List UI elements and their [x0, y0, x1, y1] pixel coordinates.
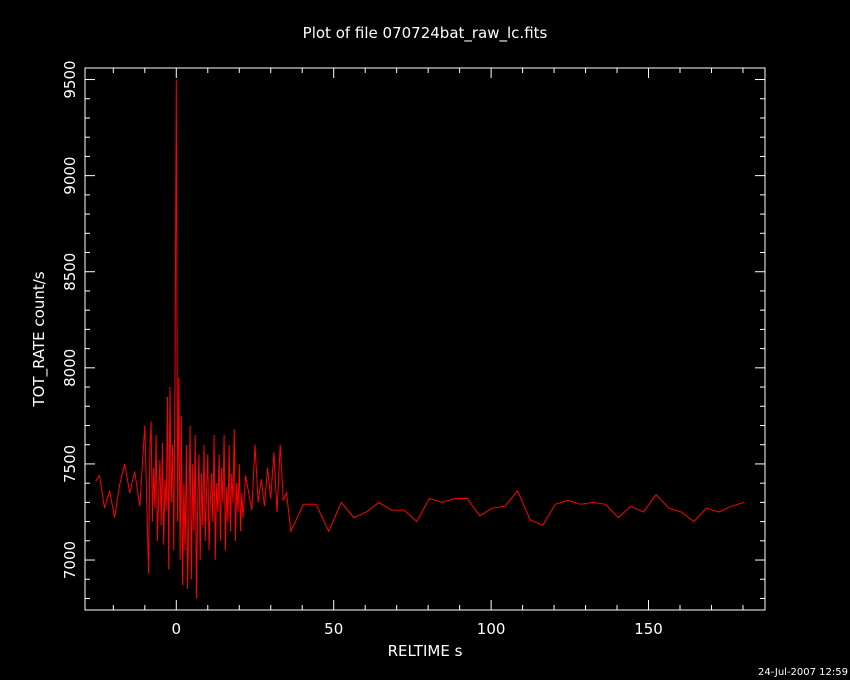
y-axis-label: TOT_RATE count/s — [30, 271, 49, 407]
series-line-tot-rate — [95, 79, 745, 599]
y-tick-label: 8500 — [61, 253, 79, 291]
y-tick-label: 9500 — [61, 60, 79, 98]
x-tick-label: 0 — [172, 620, 182, 638]
y-tick-label: 7000 — [61, 541, 79, 579]
chart-title: Plot of file 070724bat_raw_lc.fits — [303, 24, 548, 43]
y-tick-label: 7500 — [61, 445, 79, 483]
x-tick-label: 150 — [634, 620, 663, 638]
axis-ticks — [85, 68, 765, 610]
y-tick-label: 9000 — [61, 157, 79, 195]
x-axis-label: RELTIME s — [388, 642, 463, 660]
timestamp-label: 24-Jul-2007 12:59 — [757, 667, 848, 678]
plot-frame — [84, 67, 766, 611]
x-tick-label: 100 — [477, 620, 506, 638]
y-tick-label: 8000 — [61, 349, 79, 387]
axis-tick-labels: 0 50 100 150 7000 7500 8000 8500 9000 9500 — [61, 60, 663, 638]
x-tick-label: 50 — [324, 620, 343, 638]
